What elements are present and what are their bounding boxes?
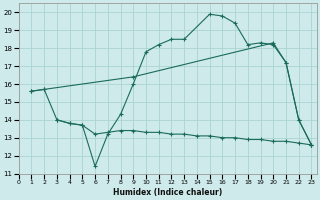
X-axis label: Humidex (Indice chaleur): Humidex (Indice chaleur) [113,188,222,197]
